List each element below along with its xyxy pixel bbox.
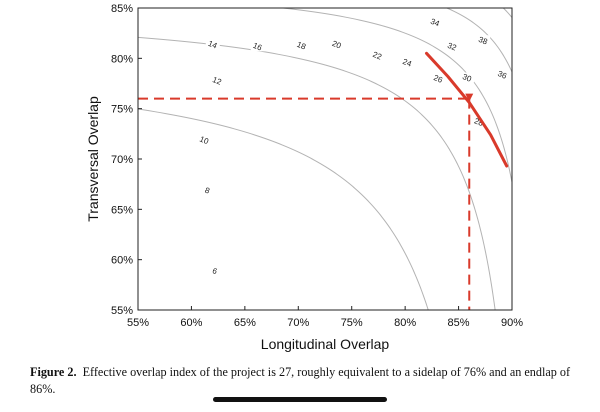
caption-label: Figure 2.: [30, 365, 77, 379]
y-axis: 55% 60% 65% 70% 75% 80% 85%: [111, 3, 142, 317]
contour-line: [561, 8, 579, 310]
reference-arrow-marker: [465, 93, 474, 102]
contour-line: [282, 8, 512, 185]
x-tick-label: 80%: [394, 317, 416, 329]
contour-line: [138, 36, 496, 310]
contour-label: 20: [331, 39, 343, 51]
contour-label: 8: [204, 186, 212, 196]
contour-line: [138, 108, 429, 310]
contour-label: 34: [429, 17, 441, 29]
x-tick-label: 90%: [501, 317, 523, 329]
contour-label-bg: [250, 41, 265, 52]
y-tick-label: 70%: [111, 154, 133, 166]
contour-line: [592, 8, 597, 310]
contour-label: 16: [252, 41, 264, 53]
contour-line: [584, 8, 592, 310]
contour-label-bg: [471, 116, 486, 127]
contour-label: 14: [207, 39, 219, 51]
y-tick-label: 75%: [111, 104, 133, 116]
contour-label-bg: [428, 17, 443, 28]
contour-label-bg: [431, 73, 446, 84]
x-axis-title: Longitudinal Overlap: [261, 336, 390, 352]
x-tick-label: 65%: [234, 317, 256, 329]
x-tick-label: 85%: [448, 317, 470, 329]
contour-line: [569, 8, 583, 310]
x-tick-label: 55%: [127, 317, 149, 329]
y-tick-label: 80%: [111, 53, 133, 65]
contour-line: [594, 8, 598, 310]
contour-labels: 6 8 10 12 14 16 18 20 22 24 26 28 30 32 34 36 38: [197, 17, 510, 276]
x-tick-label: 70%: [287, 317, 309, 329]
highlight-overlays: [138, 51, 509, 310]
contour-line: [590, 8, 596, 310]
x-tick-label: 60%: [180, 317, 202, 329]
contour-label: 18: [295, 40, 307, 52]
contour-lines: [138, 8, 599, 310]
contour-label: 30: [461, 72, 473, 84]
contour-label-bg: [202, 185, 212, 196]
x-axis: 55% 60% 65% 70% 75% 80% 85% 90%: [127, 306, 523, 329]
contour-label: 6: [211, 266, 219, 276]
contour-line: [580, 8, 589, 310]
y-tick-label: 85%: [111, 3, 133, 15]
contour-label-bg: [370, 50, 385, 61]
contour-label-bg: [210, 265, 220, 276]
contour-line: [575, 8, 586, 310]
contour-label-bg: [445, 41, 460, 52]
contour-label: 38: [477, 35, 489, 47]
contour-line: [595, 8, 599, 310]
contour-label: 36: [496, 69, 508, 81]
contour-label-bg: [329, 39, 344, 50]
contour-label: 28: [473, 116, 485, 128]
figure-caption: Figure 2. Effective overlap index of the…: [30, 364, 578, 398]
contour-line: [549, 8, 574, 310]
y-tick-label: 60%: [111, 255, 133, 267]
y-tick-label: 55%: [111, 305, 133, 317]
contour-label-bg: [197, 134, 212, 145]
home-indicator: [213, 397, 387, 402]
y-axis-title: Transversal Overlap: [85, 96, 101, 222]
x-tick-label: 75%: [341, 317, 363, 329]
contour-label-bg: [294, 40, 309, 51]
contour-label-bg: [210, 75, 225, 86]
contour-label-bg: [495, 69, 510, 80]
contour-line: [446, 8, 512, 74]
contour-label: 26: [432, 73, 444, 85]
contour-label-bg: [476, 35, 491, 46]
highlight-contour-line: [425, 51, 509, 168]
contour-label: 12: [211, 75, 223, 87]
caption-text: Effective overlap index of the project i…: [30, 365, 571, 396]
contour-label-bg: [400, 57, 415, 68]
contour-label: 10: [198, 134, 210, 146]
contour-line: [532, 8, 568, 310]
contour-label-bg: [205, 39, 220, 50]
contour-line: [587, 8, 593, 310]
contour-label: 24: [401, 57, 413, 69]
contour-label: 22: [371, 50, 383, 62]
contour-label-bg: [460, 72, 475, 83]
y-tick-label: 65%: [111, 204, 133, 216]
contour-label: 32: [446, 41, 458, 53]
plot-frame: [137, 7, 513, 311]
